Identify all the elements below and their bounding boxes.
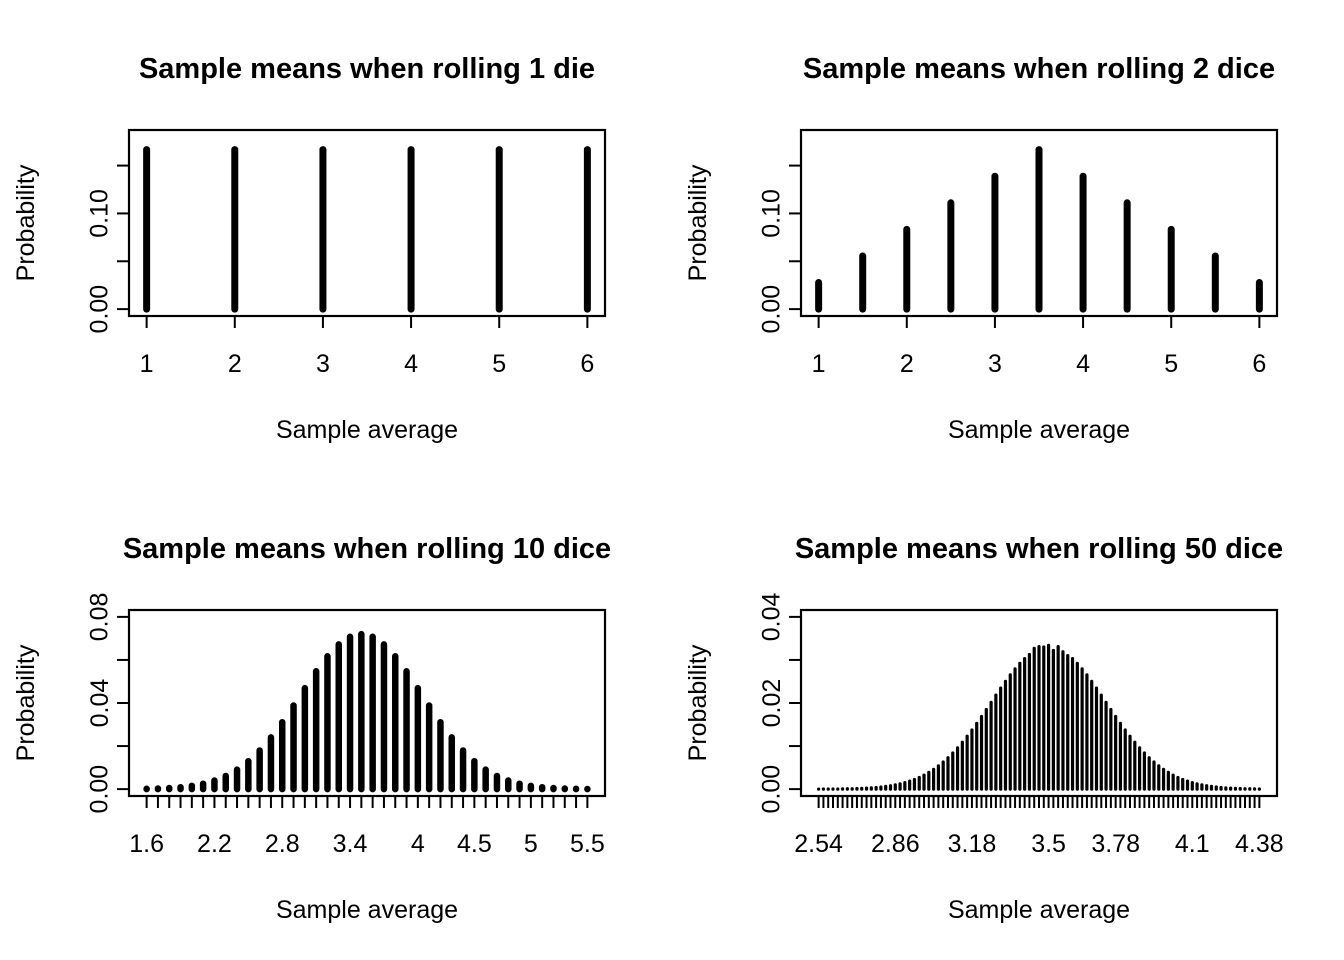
y-tick-label: 0.00	[86, 765, 114, 814]
chart-fifty-dice: Sample means when rolling 50 dice Sample…	[684, 533, 1284, 924]
y-axis-label: Probability	[684, 644, 712, 761]
x-tick-label: 3.5	[1031, 830, 1066, 858]
y-tick-label: 0.02	[758, 679, 786, 728]
x-tick-label: 3.78	[1091, 830, 1140, 858]
x-tick-label: 2.86	[871, 830, 920, 858]
x-tick-label: 3.18	[948, 830, 997, 858]
y-axis-label: Probability	[12, 644, 40, 761]
chart-two-dice: Sample means when rolling 2 dice Sample …	[684, 53, 1279, 444]
chart-ten-dice: Sample means when rolling 10 dice Sample…	[12, 533, 611, 924]
x-tick-label: 2	[900, 350, 914, 378]
plot-area: 1 2 3 4 5 6 0.00 0.10	[86, 128, 607, 378]
chart-title: Sample means when rolling 1 die	[139, 53, 595, 85]
x-tick-label: 5.5	[570, 830, 605, 858]
y-tick-label: 0.00	[758, 285, 786, 334]
x-tick-label: 1.6	[129, 830, 164, 858]
x-tick-label: 6	[1252, 350, 1266, 378]
chart-title: Sample means when rolling 2 dice	[803, 53, 1275, 85]
plot-box	[127, 128, 607, 318]
plot-box	[799, 128, 1279, 318]
x-tick-label: 5	[524, 830, 538, 858]
x-tick-label: 1	[812, 350, 826, 378]
chart-title: Sample means when rolling 50 dice	[795, 533, 1283, 565]
x-tick-label: 3.4	[333, 830, 368, 858]
x-axis-label: Sample average	[948, 416, 1130, 444]
x-tick-label: 4.5	[457, 830, 492, 858]
x-tick-label: 4.38	[1235, 830, 1284, 858]
x-tick-label: 4.1	[1175, 830, 1210, 858]
plot-box	[127, 608, 607, 798]
plot-area: 2.54 2.86 3.18 3.5 3.78 4.1 4.38 0.00 0.02 0.04	[758, 592, 1284, 858]
y-tick-label: 0.08	[86, 593, 114, 642]
x-tick-label: 4	[404, 350, 418, 378]
x-tick-label: 3	[316, 350, 330, 378]
panel-two-dice: Sample means when rolling 2 dice Sample …	[672, 0, 1344, 480]
x-tick-label: 2.8	[265, 830, 300, 858]
x-tick-label: 4	[1076, 350, 1090, 378]
panel-fifty-dice: Sample means when rolling 50 dice Sample…	[672, 480, 1344, 960]
plot-area: 1.6 2.2 2.8 3.4 4 4.5 5 5.5 0.00 0.04 0.08	[86, 593, 607, 858]
panel-one-die: Sample means when rolling 1 die Sample a…	[0, 0, 672, 480]
y-tick-label: 0.04	[758, 592, 786, 641]
x-tick-label: 6	[580, 350, 594, 378]
panel-ten-dice: Sample means when rolling 10 dice Sample…	[0, 480, 672, 960]
x-tick-label: 1	[140, 350, 154, 378]
x-tick-label: 2.54	[794, 830, 843, 858]
x-tick-label: 5	[1164, 350, 1178, 378]
y-tick-label: 0.00	[86, 285, 114, 334]
y-tick-label: 0.10	[758, 189, 786, 238]
x-tick-label: 2	[228, 350, 242, 378]
x-axis-label: Sample average	[276, 896, 458, 924]
plot-area: 1 2 3 4 5 6 0.00 0.10	[758, 128, 1279, 378]
x-axis-label: Sample average	[948, 896, 1130, 924]
y-axis-label: Probability	[684, 164, 712, 281]
y-axis-label: Probability	[12, 164, 40, 281]
chart-title: Sample means when rolling 10 dice	[123, 533, 611, 565]
x-tick-label: 2.2	[197, 830, 232, 858]
x-tick-label: 5	[492, 350, 506, 378]
x-tick-label: 4	[411, 830, 425, 858]
x-tick-label: 3	[988, 350, 1002, 378]
x-axis-label: Sample average	[276, 416, 458, 444]
chart-one-die: Sample means when rolling 1 die Sample a…	[12, 53, 607, 444]
y-tick-label: 0.10	[86, 189, 114, 238]
y-tick-label: 0.00	[758, 765, 786, 814]
y-tick-label: 0.04	[86, 679, 114, 728]
